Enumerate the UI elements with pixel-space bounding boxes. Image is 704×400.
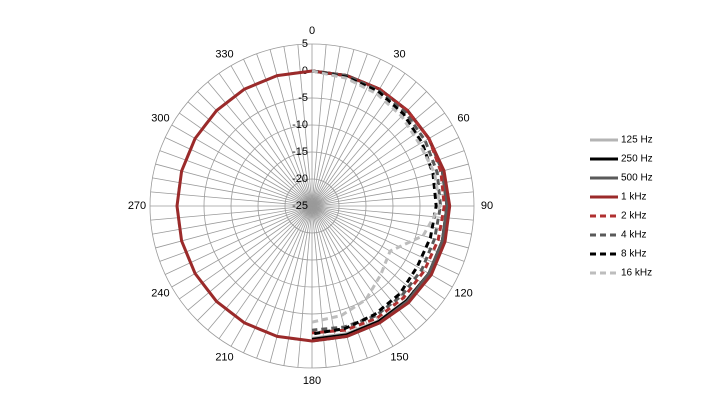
r-tick-label: -5: [298, 92, 308, 104]
grid-circle: [257, 151, 367, 261]
r-tick-label: -20: [292, 173, 308, 185]
grid-circle: [149, 43, 475, 369]
grid-circle: [284, 178, 340, 234]
theta-tick-label: 150: [390, 351, 408, 363]
theta-tick-label: 90: [481, 200, 493, 212]
theta-tick-label: 240: [151, 287, 169, 299]
series-line: [311, 69, 449, 341]
series-line: [311, 69, 442, 324]
theta-tick-label: 210: [215, 351, 233, 363]
theta-tick-label: 330: [215, 48, 233, 60]
theta-tick-label: 30: [393, 48, 405, 60]
r-tick-label: -10: [292, 119, 308, 131]
legend-label: 125 Hz: [621, 135, 653, 146]
grid-circle: [230, 124, 394, 288]
r-tick-label: 5: [302, 38, 308, 50]
grid: [149, 43, 475, 369]
series-line: [311, 69, 443, 332]
legend-label: 1 kHz: [621, 192, 647, 203]
legend-label: 250 Hz: [621, 154, 653, 165]
legend-label: 8 kHz: [621, 249, 647, 260]
legend-label: 4 kHz: [621, 230, 647, 241]
legend: 125 Hz 250 Hz 500 Hz 1 kHz 2 kHz 4 kHz 8 kHz 16…: [590, 135, 653, 279]
series-line: [311, 69, 449, 340]
legend-label: 16 kHz: [621, 268, 652, 279]
r-tick-label: -15: [292, 146, 308, 158]
series-line: [311, 69, 446, 335]
legend-label: 500 Hz: [621, 173, 653, 184]
theta-tick-label: 300: [151, 112, 169, 124]
r-tick-label: -25: [292, 200, 308, 212]
theta-tick-label: 180: [303, 375, 321, 387]
theta-tick-label: 270: [128, 200, 146, 212]
grid-circle: [203, 97, 421, 315]
series-line: [311, 69, 438, 336]
legend-label: 2 kHz: [621, 211, 647, 222]
theta-tick-label: 120: [454, 287, 472, 299]
theta-tick-label: 0: [309, 25, 315, 37]
theta-tick-label: 60: [457, 112, 469, 124]
